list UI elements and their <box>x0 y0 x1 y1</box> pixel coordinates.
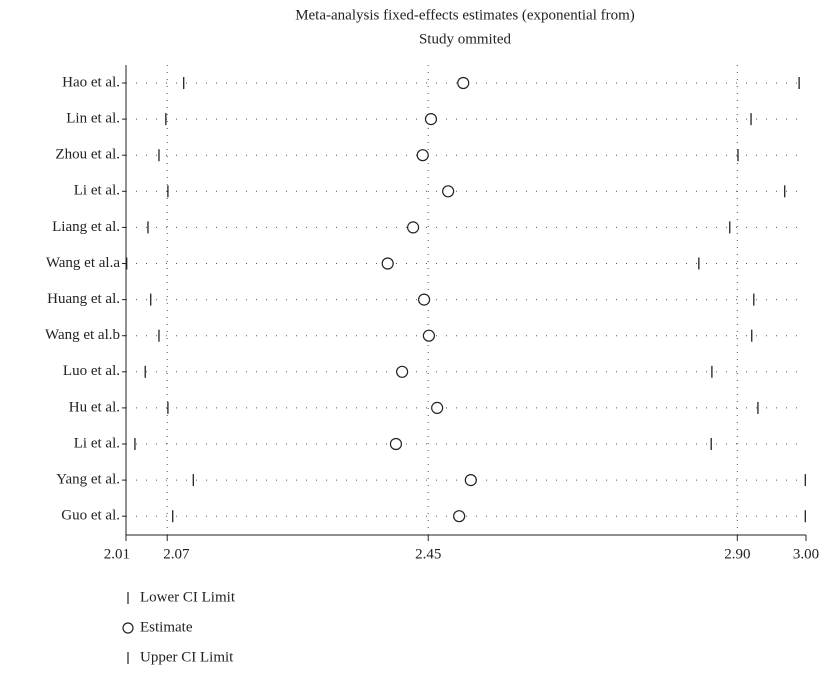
estimate <box>424 112 438 126</box>
estimate <box>407 221 420 234</box>
chart-subtitle: Study ommited <box>419 31 512 47</box>
y-tick-label: Li et al. <box>74 435 120 451</box>
estimate <box>418 293 431 306</box>
estimate <box>396 365 409 378</box>
y-tick-label: Yang et al. <box>56 472 120 488</box>
x-tick-label: 2.90 <box>724 546 750 562</box>
legend-label: Upper CI Limit <box>140 649 234 665</box>
y-tick-label: Wang et al.a <box>46 255 121 271</box>
x-tick-label: 3.00 <box>793 546 819 562</box>
estimate <box>464 474 477 487</box>
y-tick-label: Liang et al. <box>52 219 120 235</box>
x-tick-label: 2.01 <box>104 546 130 562</box>
y-tick-label: Li et al. <box>74 183 120 199</box>
chart-title: Meta-analysis fixed-effects estimates (e… <box>295 7 635 23</box>
estimate <box>431 401 444 414</box>
y-tick-label: Hu et al. <box>69 399 120 415</box>
y-tick-label: Guo et al. <box>61 508 120 524</box>
estimate <box>457 76 470 90</box>
estimate <box>442 185 455 198</box>
legend-label: Estimate <box>140 619 193 635</box>
y-tick-label: Zhou et al. <box>55 147 120 163</box>
estimate <box>422 329 436 342</box>
y-tick-label: Wang et al.b <box>45 327 120 343</box>
legend-label: Lower CI Limit <box>140 589 236 605</box>
y-tick-label: Huang et al. <box>47 291 120 307</box>
y-tick-label: Hao et al. <box>62 74 120 90</box>
y-tick-label: Luo et al. <box>63 363 120 379</box>
estimate <box>453 510 466 523</box>
estimate <box>389 437 403 451</box>
y-tick-label: Lin et al. <box>66 111 120 127</box>
legend-symbol <box>122 622 134 634</box>
x-tick-label: 2.07 <box>163 546 190 562</box>
estimate <box>381 257 394 270</box>
x-tick-label: 2.45 <box>415 546 441 562</box>
estimate <box>416 149 429 162</box>
